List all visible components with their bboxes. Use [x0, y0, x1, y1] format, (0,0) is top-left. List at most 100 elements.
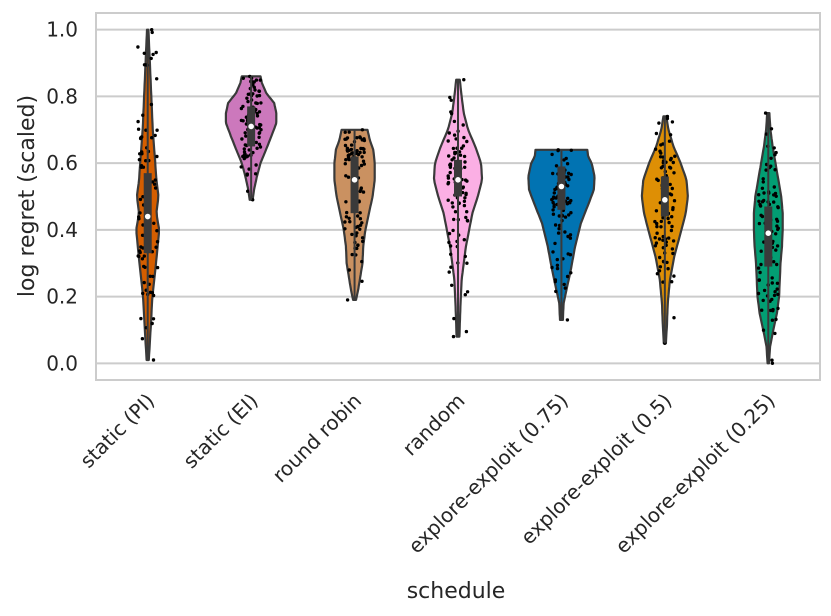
data-point	[151, 317, 156, 321]
data-point	[762, 198, 766, 203]
data-point	[349, 147, 354, 152]
data-point	[654, 241, 659, 245]
data-point	[773, 191, 778, 196]
data-point	[258, 122, 262, 127]
data-point	[255, 101, 259, 106]
data-point	[360, 128, 365, 132]
data-point	[569, 172, 573, 177]
data-point	[672, 274, 676, 278]
data-point	[359, 163, 364, 168]
data-point	[772, 146, 776, 150]
data-point	[450, 283, 454, 287]
data-point	[153, 133, 157, 138]
data-point	[567, 177, 571, 182]
data-point	[568, 233, 573, 237]
data-point	[668, 182, 672, 187]
data-point	[464, 215, 468, 220]
data-point	[670, 224, 674, 229]
data-point	[672, 316, 676, 320]
data-point	[565, 162, 570, 166]
data-point	[774, 248, 778, 252]
data-point	[553, 241, 557, 246]
box-plots	[143, 29, 773, 364]
data-point	[137, 254, 141, 259]
data-point	[138, 211, 142, 215]
data-point	[568, 201, 572, 205]
data-point	[142, 280, 146, 285]
data-point	[355, 149, 359, 153]
data-point	[463, 165, 467, 169]
data-point	[672, 199, 677, 203]
data-point	[764, 168, 768, 172]
data-point	[562, 282, 566, 287]
data-point	[670, 280, 674, 284]
y-tick-label: 0.4	[46, 218, 78, 242]
data-point	[555, 266, 560, 271]
data-point	[247, 167, 251, 171]
data-point	[453, 210, 458, 214]
data-point	[553, 278, 558, 282]
data-point	[568, 236, 573, 240]
data-point	[654, 209, 659, 213]
data-point	[452, 217, 456, 222]
data-point	[657, 121, 661, 125]
data-point	[772, 293, 777, 298]
data-point	[655, 272, 660, 276]
data-point	[770, 358, 774, 362]
data-point	[553, 223, 558, 227]
data-point	[151, 274, 155, 279]
data-point	[771, 307, 775, 312]
data-point	[362, 138, 367, 143]
data-point	[144, 159, 148, 163]
data-point	[140, 135, 144, 139]
data-point	[758, 270, 762, 275]
data-point	[254, 78, 259, 82]
data-point	[447, 270, 451, 274]
x-tick-label: static (EI)	[178, 389, 262, 473]
data-point	[775, 244, 780, 248]
data-point	[776, 292, 780, 297]
data-point	[569, 148, 573, 152]
data-point	[464, 329, 469, 334]
data-point	[344, 158, 348, 162]
data-point	[463, 293, 467, 297]
data-point	[673, 154, 677, 158]
data-point	[151, 358, 156, 362]
data-point	[770, 276, 774, 280]
data-point	[139, 164, 144, 168]
data-point	[770, 281, 774, 285]
data-point	[148, 290, 153, 294]
data-point	[653, 244, 658, 248]
y-axis-label: log regret (scaled)	[15, 95, 40, 297]
data-point	[671, 206, 675, 210]
data-point	[654, 131, 659, 136]
data-point	[776, 227, 780, 232]
data-point	[358, 217, 363, 221]
data-point	[462, 199, 467, 203]
data-point	[757, 221, 762, 226]
data-point	[447, 231, 452, 236]
data-point	[149, 102, 154, 107]
data-point	[462, 238, 466, 242]
data-point	[569, 271, 573, 275]
data-point	[775, 281, 780, 285]
data-point	[568, 253, 573, 257]
data-point	[245, 173, 249, 177]
data-point	[670, 186, 674, 191]
data-point	[556, 148, 560, 152]
data-point	[672, 171, 676, 175]
data-point	[360, 155, 364, 159]
median-marker	[455, 177, 461, 183]
data-point	[661, 280, 665, 284]
data-point	[356, 214, 360, 218]
data-point	[758, 204, 763, 208]
data-point	[666, 216, 670, 221]
data-point	[140, 233, 145, 237]
data-point	[137, 249, 142, 253]
data-point	[247, 148, 251, 152]
data-point	[244, 134, 248, 138]
data-point	[462, 135, 466, 140]
data-point	[150, 321, 154, 326]
data-point	[761, 177, 765, 181]
data-point	[670, 120, 675, 124]
